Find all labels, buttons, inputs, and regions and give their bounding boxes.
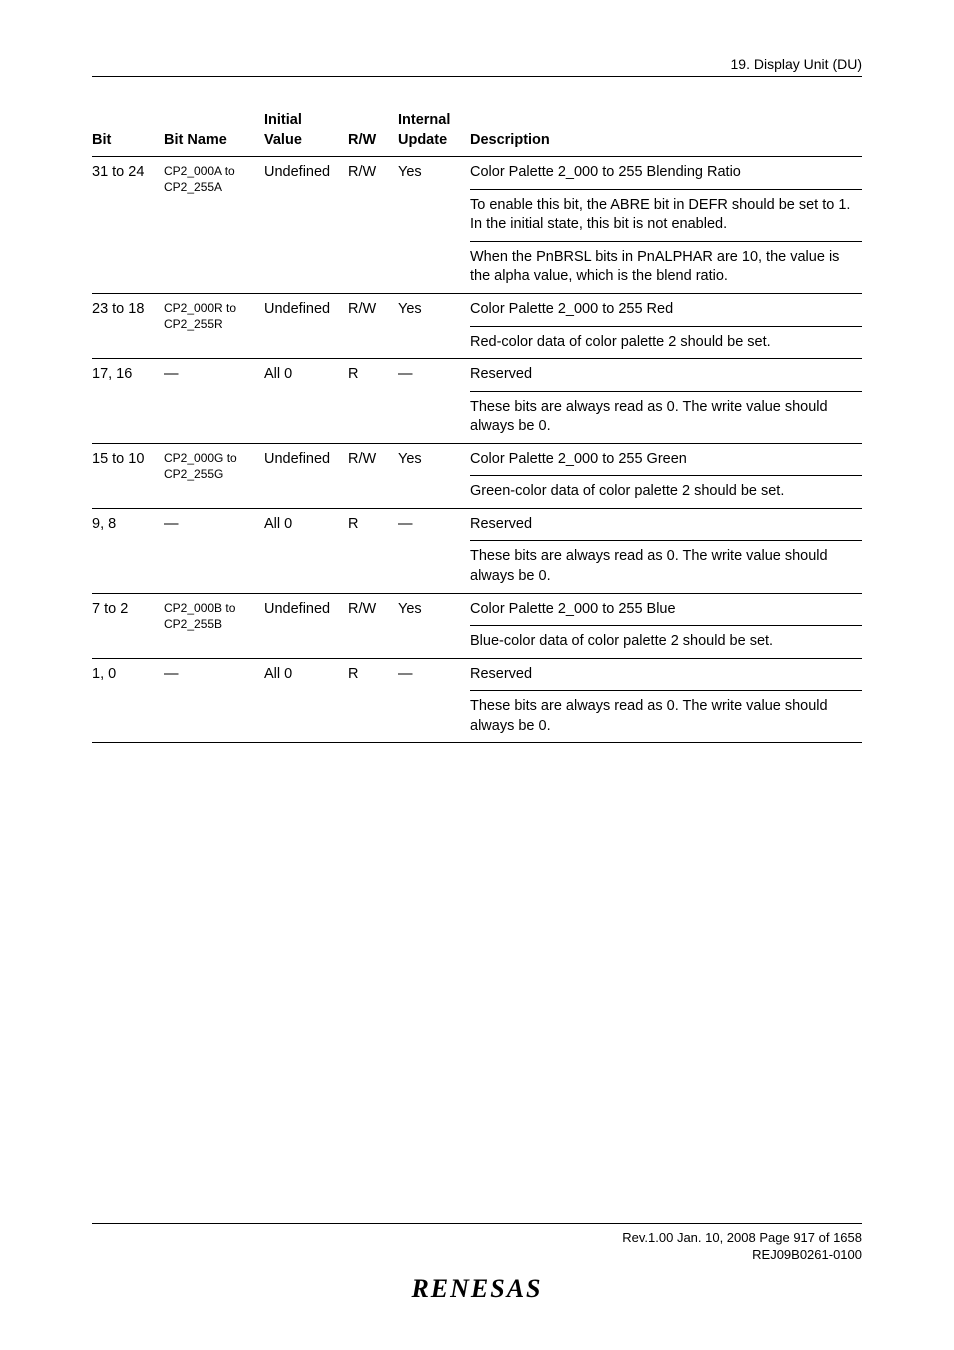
cell-bit: 17, 16: [92, 359, 164, 444]
cell-rw: R: [348, 658, 398, 743]
cell-rw: R/W: [348, 593, 398, 658]
cell-bit: 9, 8: [92, 508, 164, 593]
cell-initial: Undefined: [264, 157, 348, 294]
cell-initial: All 0: [264, 508, 348, 593]
footer-rule: Rev.1.00 Jan. 10, 2008 Page 917 of 1658 …: [92, 1223, 862, 1264]
cell-desc: These bits are always read as 0. The wri…: [470, 541, 862, 593]
cell-bit: 15 to 10: [92, 443, 164, 508]
cell-desc: To enable this bit, the ABRE bit in DEFR…: [470, 189, 862, 241]
col-bitname: Bit Name: [164, 105, 264, 157]
footer-code: REJ09B0261-0100: [752, 1247, 862, 1262]
cell-rw: R: [348, 508, 398, 593]
cell-bit: 7 to 2: [92, 593, 164, 658]
table-body: 31 to 24 CP2_000A to CP2_255A Undefined …: [92, 157, 862, 743]
table-row: 23 to 18 CP2_000R to CP2_255R Undefined …: [92, 293, 862, 326]
cell-initial: Undefined: [264, 293, 348, 358]
cell-update: —: [398, 508, 470, 593]
cell-bit: 23 to 18: [92, 293, 164, 358]
renesas-logo: RENESAS: [92, 1274, 862, 1304]
cell-desc: Red-color data of color palette 2 should…: [470, 326, 862, 359]
cell-desc: Color Palette 2_000 to 255 Blending Rati…: [470, 157, 862, 190]
cell-initial: All 0: [264, 359, 348, 444]
page-header: 19. Display Unit (DU): [92, 56, 862, 77]
col-initial: Initial Value: [264, 105, 348, 157]
cell-bitname: CP2_000G to CP2_255G: [164, 443, 264, 508]
col-update: Internal Update: [398, 105, 470, 157]
table-row: 15 to 10 CP2_000G to CP2_255G Undefined …: [92, 443, 862, 476]
section-title: 19. Display Unit (DU): [731, 56, 862, 72]
footer-text: Rev.1.00 Jan. 10, 2008 Page 917 of 1658 …: [92, 1230, 862, 1264]
cell-update: Yes: [398, 157, 470, 294]
cell-desc: Reserved: [470, 359, 862, 392]
cell-initial: Undefined: [264, 593, 348, 658]
cell-bitname: CP2_000R to CP2_255R: [164, 293, 264, 358]
table-row: 9, 8 — All 0 R — Reserved: [92, 508, 862, 541]
cell-desc: Color Palette 2_000 to 255 Blue: [470, 593, 862, 626]
cell-update: —: [398, 359, 470, 444]
cell-desc: Reserved: [470, 508, 862, 541]
cell-rw: R: [348, 359, 398, 444]
cell-bitname: CP2_000B to CP2_255B: [164, 593, 264, 658]
cell-bitname: —: [164, 508, 264, 593]
table-header-row: Bit Bit Name Initial Value R/W Internal …: [92, 105, 862, 157]
page-footer: Rev.1.00 Jan. 10, 2008 Page 917 of 1658 …: [92, 1223, 862, 1304]
cell-desc: Reserved: [470, 658, 862, 691]
cell-bitname: —: [164, 359, 264, 444]
cell-initial: All 0: [264, 658, 348, 743]
cell-rw: R/W: [348, 157, 398, 294]
cell-update: Yes: [398, 443, 470, 508]
cell-bit: 31 to 24: [92, 157, 164, 294]
cell-desc: These bits are always read as 0. The wri…: [470, 691, 862, 743]
table-row: 31 to 24 CP2_000A to CP2_255A Undefined …: [92, 157, 862, 190]
cell-rw: R/W: [348, 443, 398, 508]
cell-initial: Undefined: [264, 443, 348, 508]
cell-desc: These bits are always read as 0. The wri…: [470, 391, 862, 443]
cell-desc: Green-color data of color palette 2 shou…: [470, 476, 862, 509]
cell-rw: R/W: [348, 293, 398, 358]
cell-desc: Color Palette 2_000 to 255 Green: [470, 443, 862, 476]
cell-update: Yes: [398, 593, 470, 658]
cell-desc: Blue-color data of color palette 2 shoul…: [470, 626, 862, 659]
cell-bitname: CP2_000A to CP2_255A: [164, 157, 264, 294]
page: 19. Display Unit (DU) Bit Bit Name Initi…: [0, 0, 954, 1350]
table-row: 17, 16 — All 0 R — Reserved: [92, 359, 862, 392]
col-description: Description: [470, 105, 862, 157]
cell-update: Yes: [398, 293, 470, 358]
table-row: 7 to 2 CP2_000B to CP2_255B Undefined R/…: [92, 593, 862, 626]
col-bit: Bit: [92, 105, 164, 157]
cell-bitname: —: [164, 658, 264, 743]
col-rw: R/W: [348, 105, 398, 157]
table-row: 1, 0 — All 0 R — Reserved: [92, 658, 862, 691]
cell-update: —: [398, 658, 470, 743]
footer-rev: Rev.1.00 Jan. 10, 2008 Page 917 of 1658: [622, 1230, 862, 1245]
cell-bit: 1, 0: [92, 658, 164, 743]
cell-desc: Color Palette 2_000 to 255 Red: [470, 293, 862, 326]
register-table: Bit Bit Name Initial Value R/W Internal …: [92, 105, 862, 743]
cell-desc: When the PnBRSL bits in PnALPHAR are 10,…: [470, 241, 862, 293]
